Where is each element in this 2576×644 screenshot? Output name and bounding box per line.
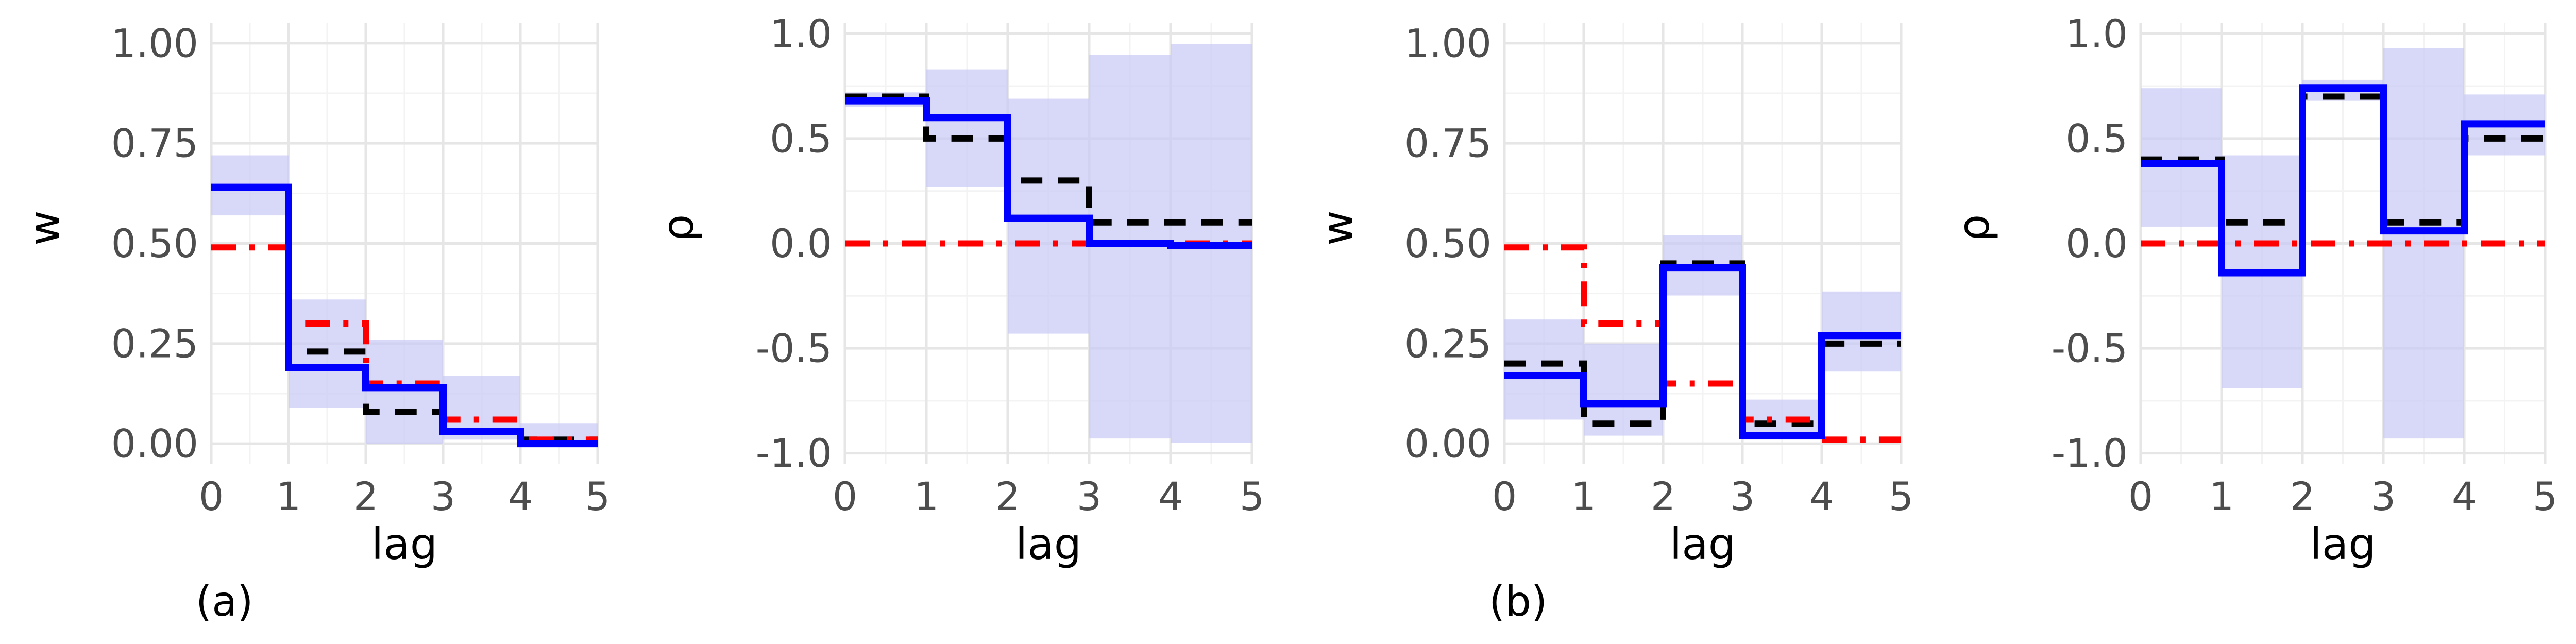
- y-tick-label: 0.00: [111, 421, 198, 467]
- y-tick-label: 0.25: [1404, 320, 1492, 366]
- x-tick-label: 4: [1158, 473, 1183, 519]
- series-line-dotdash-red: [1504, 244, 1901, 443]
- chart-panel-2: 0 1 2 3 4 5 -1.0 -0.5 0.0 0.5 1.0 lag ρ: [653, 11, 1264, 569]
- x-tick-label: 3: [431, 473, 455, 519]
- y-tick-label: 0.25: [111, 320, 198, 366]
- x-tick-label: 1: [2209, 473, 2234, 519]
- x-tick-label: 4: [508, 473, 533, 519]
- x-tick-label: 1: [914, 473, 939, 519]
- band-segment: [2383, 48, 2464, 439]
- series-line-solid-blue: [845, 97, 1252, 249]
- y-axis-title: ρ: [653, 214, 703, 242]
- x-tick-label: 1: [276, 473, 301, 519]
- x-axis-title: lag: [2310, 519, 2376, 569]
- band-segment: [1584, 343, 1663, 436]
- x-tick-label: 5: [1240, 473, 1264, 519]
- y-tick-label: 0.0: [770, 221, 832, 266]
- x-tick-label: 3: [1077, 473, 1101, 519]
- y-axis-title: w: [1312, 210, 1363, 246]
- chart-panel-4: 0 1 2 3 4 5 -1.0 -0.5 0.0 0.5 1.0 lag ρ: [1948, 11, 2557, 569]
- chart-panel-3: 0 1 2 3 4 5 0.00 0.25 0.50 0.75 1.00 lag w (b): [1312, 20, 1913, 625]
- x-tick-label: 2: [353, 473, 378, 519]
- x-tick-label: 1: [1571, 473, 1596, 519]
- series-line-solid-blue: [211, 183, 598, 448]
- band-segment: [366, 340, 443, 444]
- band-segment: [1504, 319, 1584, 420]
- chart-panel-1: 0 1 2 3 4 5 0.00 0.25 0.50 0.75 1.00 lag w (a): [19, 20, 610, 625]
- x-tick-label: 5: [2533, 473, 2557, 519]
- x-tick-label: 0: [1492, 473, 1517, 519]
- y-tick-label: 1.0: [2065, 11, 2128, 57]
- y-tick-label: -1.0: [2052, 430, 2128, 476]
- x-tick-label: 5: [1889, 473, 1913, 519]
- y-tick-label: 0.75: [111, 121, 198, 166]
- y-axis-title: ρ: [1948, 214, 1999, 242]
- y-tick-label: 1.00: [1404, 20, 1492, 66]
- x-tick-label: 0: [2128, 473, 2153, 519]
- x-tick-label: 0: [833, 473, 857, 519]
- y-tick-label: 1.00: [111, 20, 198, 66]
- y-tick-label: 0.5: [770, 115, 832, 161]
- x-tick-label: 5: [585, 473, 610, 519]
- x-axis-title: lag: [1015, 519, 1081, 569]
- x-axis-title: lag: [1670, 519, 1736, 569]
- series-line-solid-blue: [2141, 84, 2545, 277]
- y-tick-label: 0.0: [2065, 221, 2128, 266]
- band-segment: [1822, 291, 1901, 372]
- x-axis-title: lag: [371, 519, 437, 569]
- x-tick-label: 2: [995, 473, 1020, 519]
- series-line-solid-blue: [1504, 264, 1901, 439]
- x-tick-label: 2: [2290, 473, 2315, 519]
- y-tick-label: 0.50: [111, 221, 198, 266]
- y-tick-label: 0.00: [1404, 421, 1492, 467]
- band-segment: [926, 69, 1008, 187]
- panel-tag: (b): [1489, 578, 1547, 625]
- x-tick-label: 3: [1730, 473, 1755, 519]
- y-axis-title: w: [19, 210, 70, 246]
- y-tick-label: -1.0: [756, 430, 832, 476]
- y-tick-label: -0.5: [2052, 326, 2128, 371]
- x-tick-label: 2: [1651, 473, 1675, 519]
- y-tick-label: 0.5: [2065, 115, 2128, 161]
- y-tick-label: -0.5: [756, 326, 832, 371]
- x-tick-label: 4: [1809, 473, 1834, 519]
- y-tick-label: 1.0: [770, 11, 832, 57]
- x-tick-label: 3: [2371, 473, 2396, 519]
- x-tick-label: 4: [2452, 473, 2477, 519]
- y-tick-label: 0.50: [1404, 221, 1492, 266]
- panel-tag: (a): [196, 578, 253, 625]
- series-line-dashed-black: [1504, 260, 1901, 427]
- y-tick-label: 0.75: [1404, 121, 1492, 166]
- x-tick-label: 0: [199, 473, 224, 519]
